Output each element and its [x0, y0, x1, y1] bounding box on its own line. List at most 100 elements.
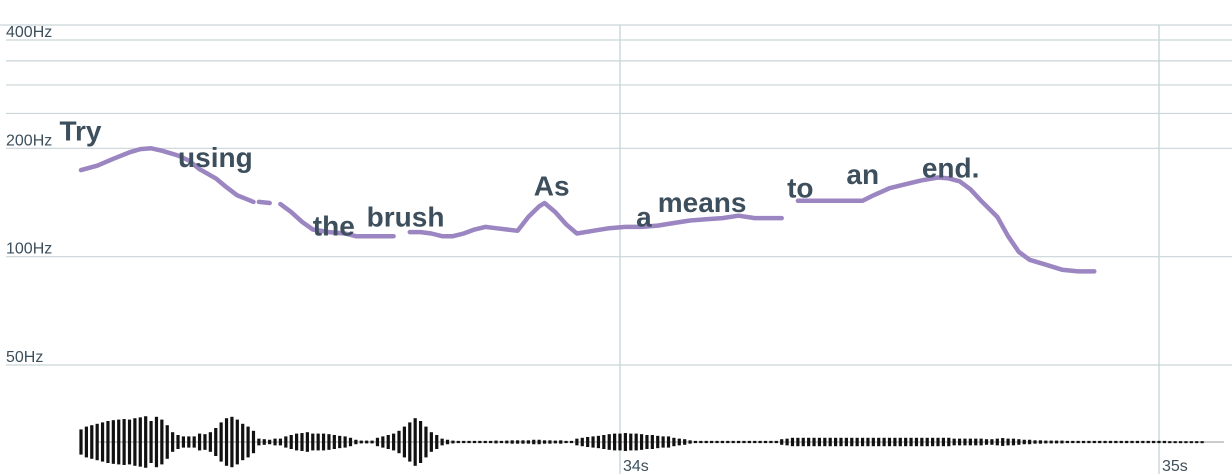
waveform-bar	[84, 426, 88, 458]
waveform-bar	[823, 437, 827, 447]
waveform-bar	[219, 422, 223, 462]
waveform-bar	[1092, 440, 1096, 444]
waveform-bar	[1028, 439, 1032, 445]
waveform-bar	[629, 433, 633, 451]
waveform-bar	[192, 436, 196, 448]
waveform-bar	[1108, 440, 1113, 444]
waveform-bar	[569, 440, 574, 444]
waveform-bar	[1141, 440, 1145, 444]
waveform-bar	[623, 433, 627, 451]
waveform-bar	[456, 440, 460, 444]
waveform-bar	[365, 440, 369, 444]
waveform-bar	[262, 439, 266, 445]
waveform-bar	[515, 440, 520, 444]
waveform-bar	[925, 437, 929, 447]
waveform-bar	[397, 430, 401, 454]
waveform-bar	[672, 437, 676, 447]
waveform-bar	[381, 436, 385, 448]
waveform-bar	[483, 440, 487, 444]
waveform-bar	[111, 420, 115, 464]
waveform-bar	[149, 421, 153, 463]
waveform-bar	[688, 440, 692, 444]
word-label: Try	[59, 115, 101, 146]
waveform-bar	[877, 437, 881, 447]
waveform-bar	[117, 419, 121, 465]
waveform-bar	[418, 421, 423, 463]
waveform-bar	[392, 433, 396, 451]
waveform-bar	[990, 439, 994, 445]
waveform-bar	[1114, 440, 1118, 444]
waveform-bar	[1049, 440, 1053, 444]
word-label: brush	[367, 201, 445, 232]
y-tick-label: 100Hz	[6, 241, 52, 258]
waveform-bar	[785, 438, 789, 446]
waveform-bar	[181, 436, 186, 448]
waveform-bar	[95, 423, 99, 461]
waveform-bar	[661, 436, 665, 448]
waveform-bar	[844, 437, 848, 447]
waveform-bar	[370, 440, 374, 444]
waveform-bar	[327, 434, 331, 450]
waveform-bar	[338, 435, 342, 449]
waveform-bar	[720, 440, 725, 444]
waveform-bar	[650, 435, 654, 449]
word-labels: Try using the brush As a means to an end.	[59, 115, 979, 241]
waveform-bar	[257, 438, 261, 446]
waveform-bar	[1119, 440, 1123, 444]
waveform-bar	[758, 440, 762, 444]
waveform-bar	[1060, 440, 1064, 444]
waveform-bar	[801, 437, 805, 447]
word-label: means	[658, 187, 747, 218]
waveform-bar	[273, 438, 277, 446]
waveform-bar	[1173, 441, 1177, 444]
waveform-bar	[693, 440, 698, 444]
waveform-bar	[521, 440, 525, 444]
waveform-bar	[122, 419, 126, 465]
pitch-segment	[78, 146, 256, 205]
waveform-bar	[472, 440, 477, 444]
waveform-bar	[736, 440, 741, 444]
waveform-bar	[1135, 440, 1140, 444]
waveform-bar	[1178, 441, 1183, 444]
waveform-bar	[278, 438, 283, 446]
waveform-bar	[214, 428, 218, 456]
waveform-bar	[656, 435, 660, 449]
waveform-bar	[1011, 438, 1016, 446]
waveform-bar	[898, 437, 902, 447]
waveform-bar	[715, 440, 719, 444]
waveform-bar	[289, 435, 293, 449]
waveform-bar	[602, 435, 606, 449]
waveform-bar	[639, 434, 644, 450]
waveform-bar	[699, 440, 703, 444]
pitch-segment	[256, 199, 272, 206]
waveform-bar	[747, 440, 751, 444]
waveform-bar	[133, 418, 137, 466]
waveform-bar	[914, 437, 919, 447]
waveform-bar	[882, 437, 886, 447]
word-label: to	[787, 172, 813, 203]
waveform-bar	[203, 434, 207, 450]
waveform-bar	[947, 437, 951, 447]
waveform-bar	[1200, 441, 1204, 444]
waveform-bar	[154, 416, 159, 468]
waveform-bar	[1087, 440, 1091, 444]
waveform-bar	[1081, 440, 1086, 444]
waveform-bar	[828, 437, 832, 447]
waveform-bar	[402, 426, 406, 458]
waveform-bar	[871, 437, 875, 447]
waveform-bar	[321, 433, 326, 451]
word-label: the	[313, 210, 355, 241]
waveform-bar	[731, 440, 735, 444]
pitch-segment	[407, 200, 784, 239]
waveform-bar	[305, 432, 309, 452]
waveform-bar	[144, 416, 148, 468]
waveform-bar	[920, 437, 924, 447]
waveform-bar	[311, 433, 315, 451]
waveform-bar	[462, 440, 466, 444]
waveform-bar	[375, 437, 380, 447]
waveform-bar	[408, 422, 412, 462]
waveform-bar	[100, 422, 105, 462]
waveform-bar	[1103, 440, 1107, 444]
waveform-bar	[559, 440, 563, 444]
waveform-bar	[445, 439, 450, 445]
